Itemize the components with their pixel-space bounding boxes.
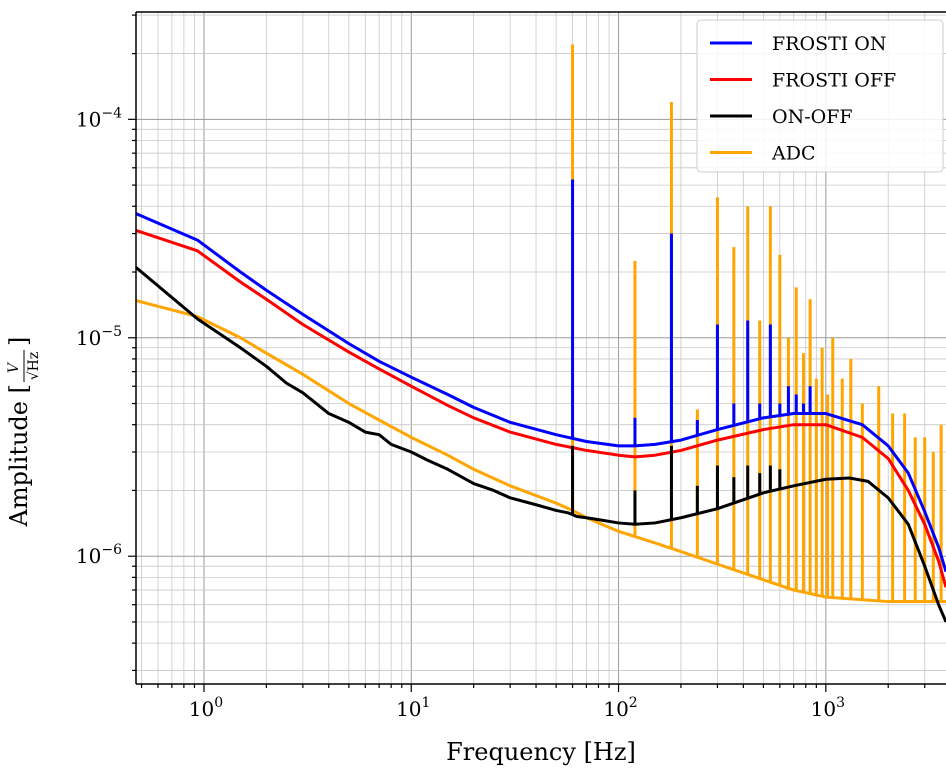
legend-label: ON-OFF <box>772 106 853 128</box>
y-tick-label: 10−5 <box>76 324 122 350</box>
series-line <box>136 299 946 604</box>
legend-label: FROSTI OFF <box>772 70 896 92</box>
y-tick-label: 10−4 <box>76 105 122 131</box>
series-on-off <box>136 266 946 623</box>
legend: FROSTI ON FROSTI OFF ON-OFF ADC <box>696 19 944 173</box>
series-line <box>136 266 946 623</box>
series-frosti-off <box>136 229 946 588</box>
x-tick-label: 100 <box>189 695 223 721</box>
y-axis-title-denominator: √Hz <box>26 352 42 381</box>
y-axis-title-prefix: Amplitude [ <box>5 384 33 527</box>
legend-box <box>696 19 944 173</box>
x-tick-label: 102 <box>603 695 637 721</box>
series-layer <box>136 44 946 623</box>
legend-label: FROSTI ON <box>772 33 887 55</box>
series-frosti-on <box>136 179 946 573</box>
y-axis-title-suffix: ] <box>5 337 33 346</box>
series-line <box>136 229 946 588</box>
y-tick-label: 10−6 <box>76 542 122 568</box>
y-axis-title: Amplitude [ V √Hz ] <box>5 337 42 528</box>
x-tick-label: 101 <box>396 695 430 721</box>
y-axis-title-numerator: V <box>6 361 22 373</box>
axes <box>128 11 946 692</box>
tick-labels: 100 101 102 103 10−6 10−5 10−4 <box>76 105 845 721</box>
series-line <box>136 212 946 573</box>
legend-label: ADC <box>771 143 816 165</box>
x-axis-title: Frequency [Hz] <box>446 738 636 766</box>
x-tick-label: 103 <box>811 695 845 721</box>
